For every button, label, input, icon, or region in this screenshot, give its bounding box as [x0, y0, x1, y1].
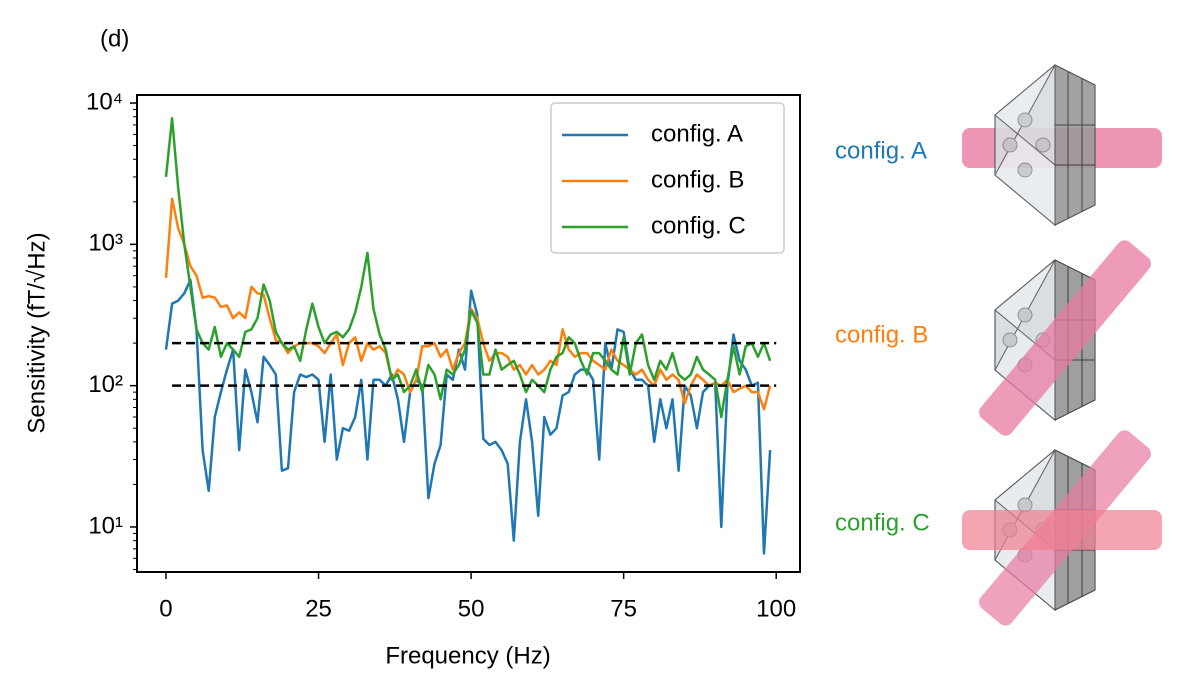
illustration-c: [962, 430, 1162, 626]
legend-box: [550, 102, 785, 254]
config-label: config. B: [835, 321, 928, 348]
y-axis-label: Sensitivity (fT/√Hz): [23, 232, 50, 433]
x-tick-label: 100: [756, 595, 796, 622]
illustration-a: [962, 64, 1162, 226]
x-tick-label: 75: [610, 595, 637, 622]
x-axis-label: Frequency (Hz): [385, 642, 550, 669]
config-label: config. A: [835, 137, 927, 164]
plot-frame: [136, 94, 801, 573]
x-tick-label: 0: [159, 595, 172, 622]
x-tick-label: 50: [458, 595, 485, 622]
y-tick-label: 10¹: [88, 512, 123, 539]
y-tick-label: 10⁴: [86, 88, 123, 115]
config-label: config. C: [835, 509, 930, 536]
y-tick-label: 10²: [88, 371, 123, 398]
legend-label: config. A: [651, 120, 743, 147]
series-line: [164, 117, 772, 419]
illustration-b: [979, 240, 1151, 436]
legend-label: config. B: [651, 166, 744, 193]
y-tick-label: 10³: [88, 230, 123, 257]
x-tick-label: 25: [305, 595, 332, 622]
panel-label: (d): [100, 25, 129, 52]
legend-label: config. C: [651, 212, 746, 239]
